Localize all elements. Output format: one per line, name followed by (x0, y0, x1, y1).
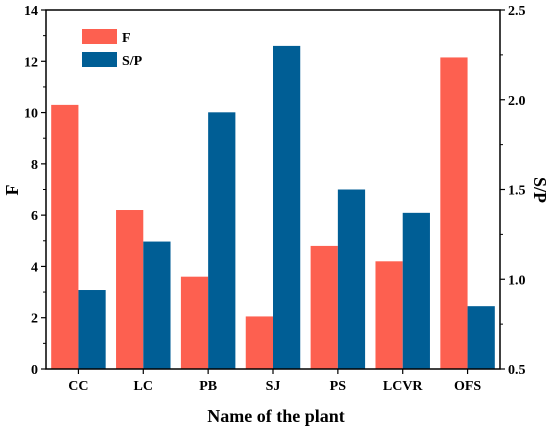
right-tick-label: 0.5 (508, 363, 526, 378)
f-bars (51, 57, 468, 370)
bar-sp-ps (337, 189, 366, 369)
left-tick-label: 4 (31, 260, 38, 275)
legend-label-sp: S/P (122, 54, 143, 69)
x-tick-label: CC (68, 379, 88, 394)
left-axis-title: F (2, 185, 22, 196)
x-tick-label: PS (330, 379, 347, 394)
right-axis-title: S/P (530, 177, 550, 203)
x-tick-label: LCVR (383, 379, 424, 394)
bar-sp-pb (208, 112, 236, 369)
left-tick-label: 14 (24, 4, 38, 19)
left-tick-label: 10 (24, 107, 38, 122)
right-axis-ticks: 0.5 1.0 1.5 2.0 2.5 (500, 4, 526, 378)
bar-sp-sj (273, 45, 301, 370)
right-tick-label: 1.0 (508, 273, 526, 288)
bar-f-ofs (440, 57, 468, 370)
x-axis-title: Name of the plant (207, 406, 345, 426)
left-tick-label: 12 (24, 55, 38, 70)
bar-sp-ofs (467, 306, 495, 369)
bar-f-lcvr (375, 261, 403, 369)
legend-swatch-f (82, 29, 117, 44)
x-tick-label: SJ (266, 379, 281, 394)
right-tick-label: 2.5 (508, 4, 526, 19)
legend: F S/P (82, 29, 143, 69)
left-tick-label: 0 (31, 363, 38, 378)
left-axis-ticks: 0 2 4 6 8 10 12 14 (24, 4, 46, 378)
bar-sp-cc (78, 290, 106, 369)
right-tick-label: 2.0 (508, 94, 526, 109)
bar-f-cc (51, 104, 79, 369)
x-tick-label: PB (199, 379, 217, 394)
bar-f-pb (180, 276, 209, 369)
bar-f-ps (310, 245, 338, 369)
bar-sp-lcvr (402, 212, 430, 369)
legend-swatch-sp (82, 52, 117, 67)
left-tick-label: 6 (31, 209, 38, 224)
left-tick-label: 8 (31, 158, 38, 173)
x-tick-label: LC (134, 379, 153, 394)
bar-f-lc (116, 210, 144, 369)
bar-sp-lc (143, 241, 171, 369)
x-axis-ticks: CC LC PB SJ PS LCVR OFS (68, 369, 481, 394)
left-tick-label: 2 (31, 312, 38, 327)
legend-label-f: F (122, 31, 131, 46)
bar-f-sj (245, 316, 273, 369)
x-tick-label: OFS (454, 379, 481, 394)
right-tick-label: 1.5 (508, 184, 526, 199)
sp-bars (78, 45, 495, 370)
